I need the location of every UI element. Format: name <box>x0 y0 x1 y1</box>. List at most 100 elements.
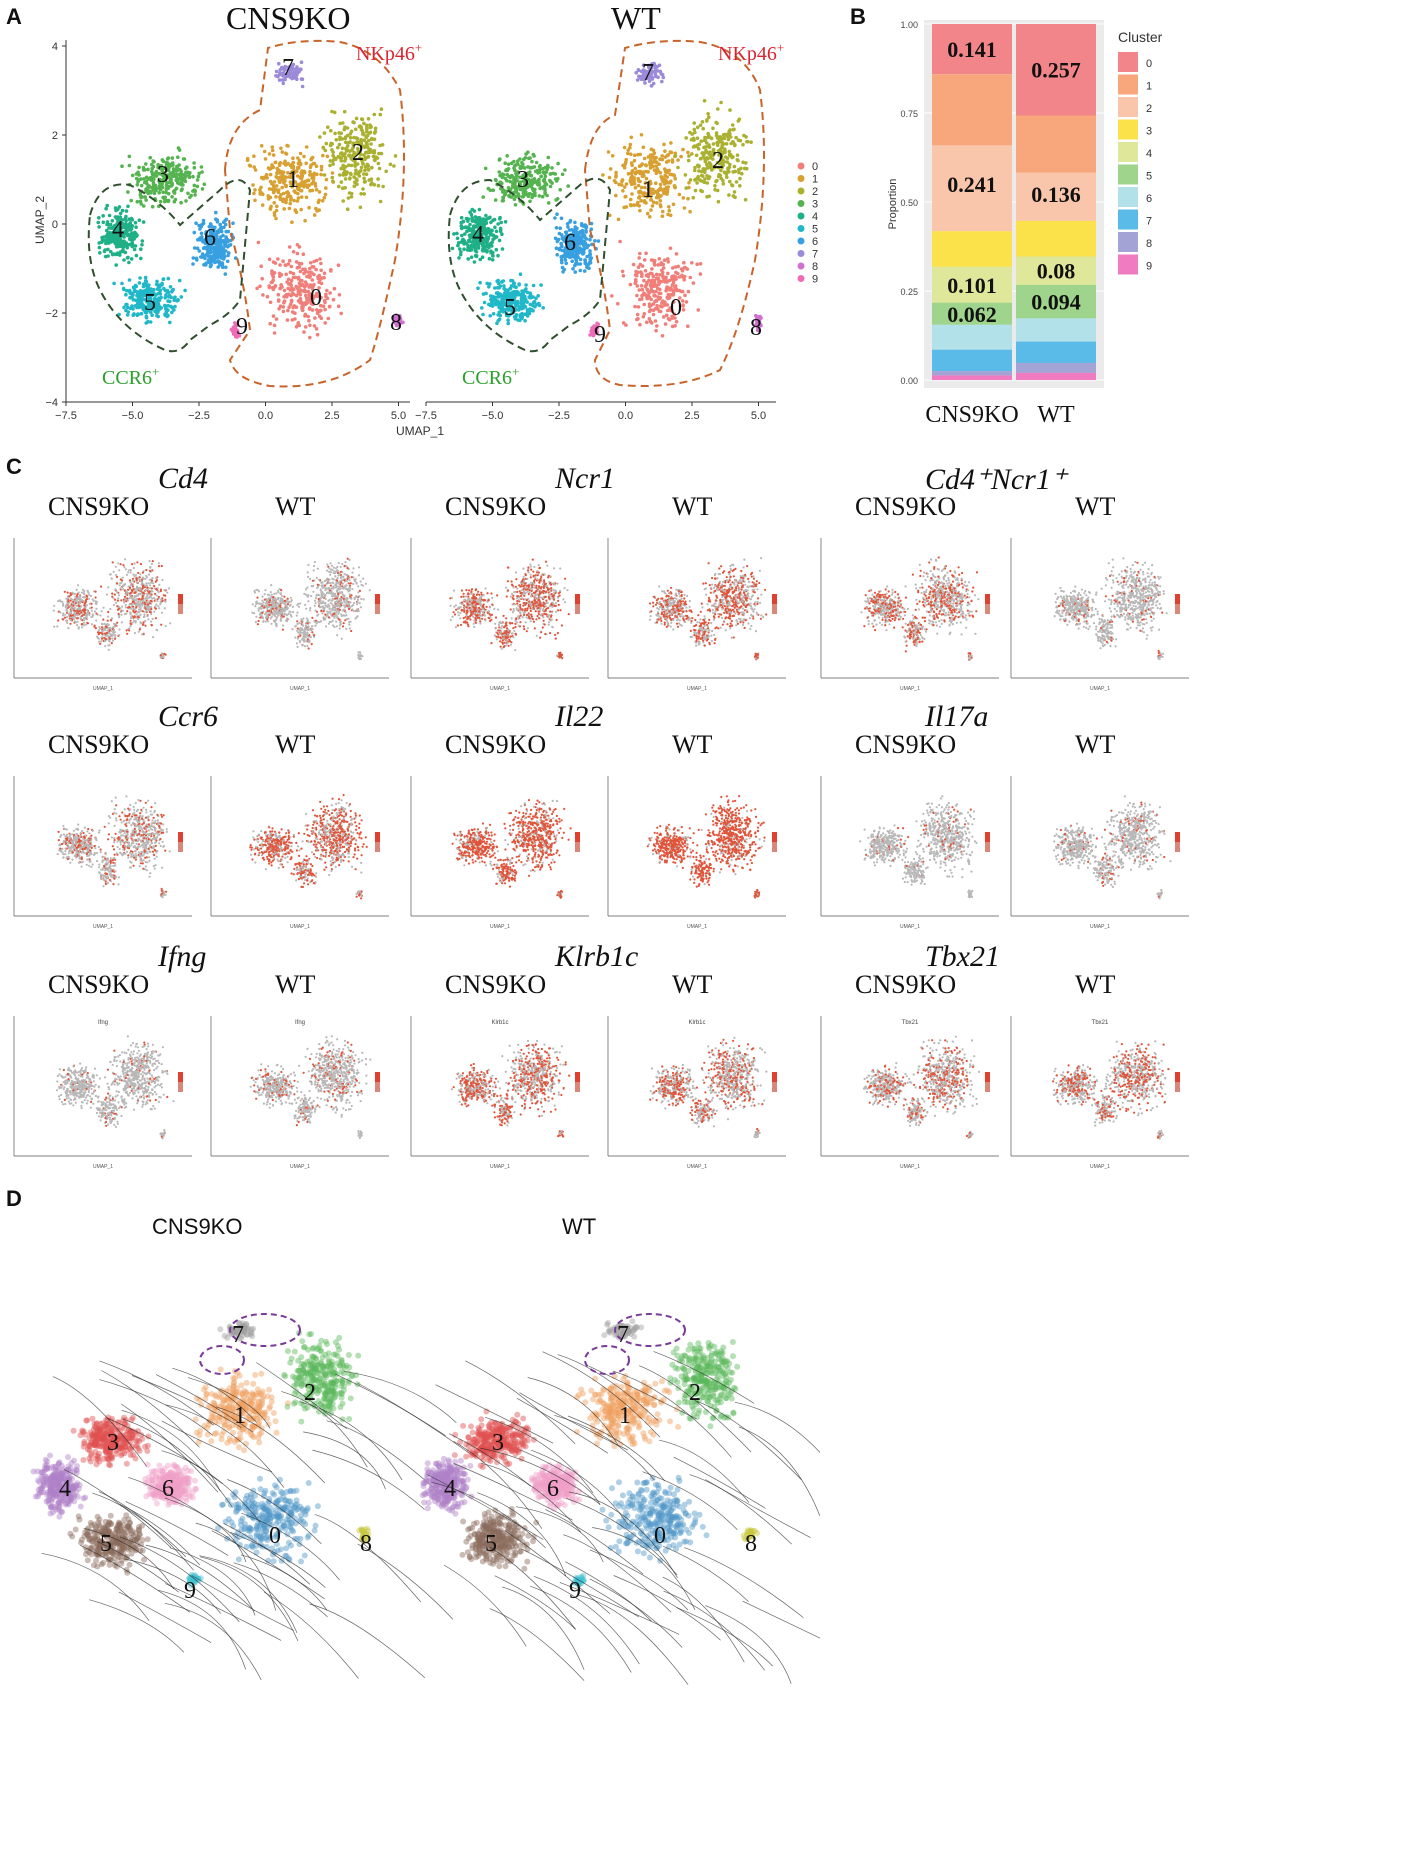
umap-point <box>328 159 333 163</box>
umap-point <box>731 140 735 144</box>
umap-point <box>294 169 299 174</box>
mini-umap-point <box>120 581 123 584</box>
umap-point <box>127 228 131 232</box>
umap-point <box>171 174 176 178</box>
mini-umap-point <box>62 604 65 607</box>
mini-umap-point <box>76 620 79 623</box>
umap-point <box>505 154 510 158</box>
mini-umap-point <box>64 613 67 616</box>
umap-point <box>170 161 175 165</box>
umap-point <box>664 275 668 280</box>
umap-point <box>492 217 497 222</box>
umap-point <box>702 99 707 103</box>
bar-data-label: 0.241 <box>947 172 997 197</box>
umap-point <box>496 253 500 258</box>
umap-point <box>156 308 161 313</box>
mini-umap-point <box>66 621 69 625</box>
umap-point <box>132 247 137 252</box>
umap-point <box>640 171 644 175</box>
umap-point <box>161 277 166 281</box>
umap-point <box>518 164 523 169</box>
mini-umap-point <box>137 630 140 633</box>
umap-point <box>156 314 160 319</box>
umap-point <box>498 229 503 234</box>
umap-point <box>275 169 280 174</box>
mini-umap-point <box>153 610 156 613</box>
umap-point <box>693 165 697 170</box>
umap-point <box>695 181 699 185</box>
umap-point <box>160 158 165 162</box>
mini-umap-point <box>68 595 71 598</box>
umap-point <box>104 241 108 246</box>
umap-point <box>716 199 721 204</box>
umap-point <box>340 186 345 190</box>
umap-point <box>487 256 492 261</box>
umap-point <box>556 161 560 166</box>
umap-point <box>315 172 319 177</box>
umap-point <box>671 266 675 270</box>
umap-point <box>333 131 337 136</box>
umap-point <box>491 233 495 237</box>
umap-point <box>662 142 666 147</box>
umap-point <box>294 305 299 310</box>
umap-point <box>338 173 342 177</box>
umap-point <box>553 216 557 220</box>
mini-umap-point <box>99 614 102 617</box>
umap-point <box>658 170 662 175</box>
umap-point <box>474 254 479 259</box>
mini-umap-point <box>75 588 78 591</box>
umap-point <box>663 280 667 284</box>
umap-point <box>270 148 275 153</box>
mini-umap-point <box>114 636 117 639</box>
umap-point <box>718 150 722 155</box>
umap-point <box>283 263 288 267</box>
mini-umap-point <box>83 596 86 599</box>
mini-umap-point <box>149 566 152 569</box>
umap-point <box>347 191 352 195</box>
umap-point <box>510 279 515 283</box>
umap-point <box>668 246 673 251</box>
umap-point <box>500 305 505 310</box>
umap-point <box>167 293 172 298</box>
umap-point <box>132 287 137 292</box>
mini-umap-point <box>100 640 103 643</box>
umap-point <box>319 295 323 300</box>
umap-point <box>97 225 101 229</box>
umap-point <box>503 307 508 312</box>
umap-point <box>558 226 562 230</box>
umap-point <box>596 239 601 243</box>
umap-point <box>166 156 171 160</box>
umap-point <box>286 161 290 166</box>
umap-point <box>328 304 332 309</box>
umap-point <box>646 289 650 294</box>
umap-point <box>642 156 647 161</box>
mini-umap-point <box>69 599 72 602</box>
umap-point <box>110 231 114 235</box>
umap-point <box>513 203 518 207</box>
umap-point <box>345 207 350 211</box>
umap-point <box>372 137 377 142</box>
umap-point <box>585 265 589 270</box>
mini-umap-point <box>129 584 133 587</box>
umap-point <box>307 183 311 187</box>
umap-point <box>357 174 362 178</box>
umap-point <box>520 292 524 296</box>
mini-umap-point <box>89 607 92 610</box>
umap-point <box>374 155 378 159</box>
umap-point <box>134 225 138 229</box>
mini-umap-point <box>139 621 142 624</box>
umap-point <box>208 264 213 269</box>
umap-point <box>151 182 156 187</box>
mini-umap-point <box>72 604 75 607</box>
umap-point <box>316 274 320 279</box>
chart-legend-title: Cluster <box>1118 29 1163 45</box>
umap-point <box>296 196 301 200</box>
umap-point <box>321 304 326 309</box>
umap-point <box>500 301 505 305</box>
umap-point <box>630 192 634 196</box>
umap-point <box>272 331 277 335</box>
umap-point <box>743 197 748 202</box>
mini-umap-point <box>94 600 97 603</box>
mini-umap-point <box>134 588 137 591</box>
umap-point <box>640 287 645 292</box>
